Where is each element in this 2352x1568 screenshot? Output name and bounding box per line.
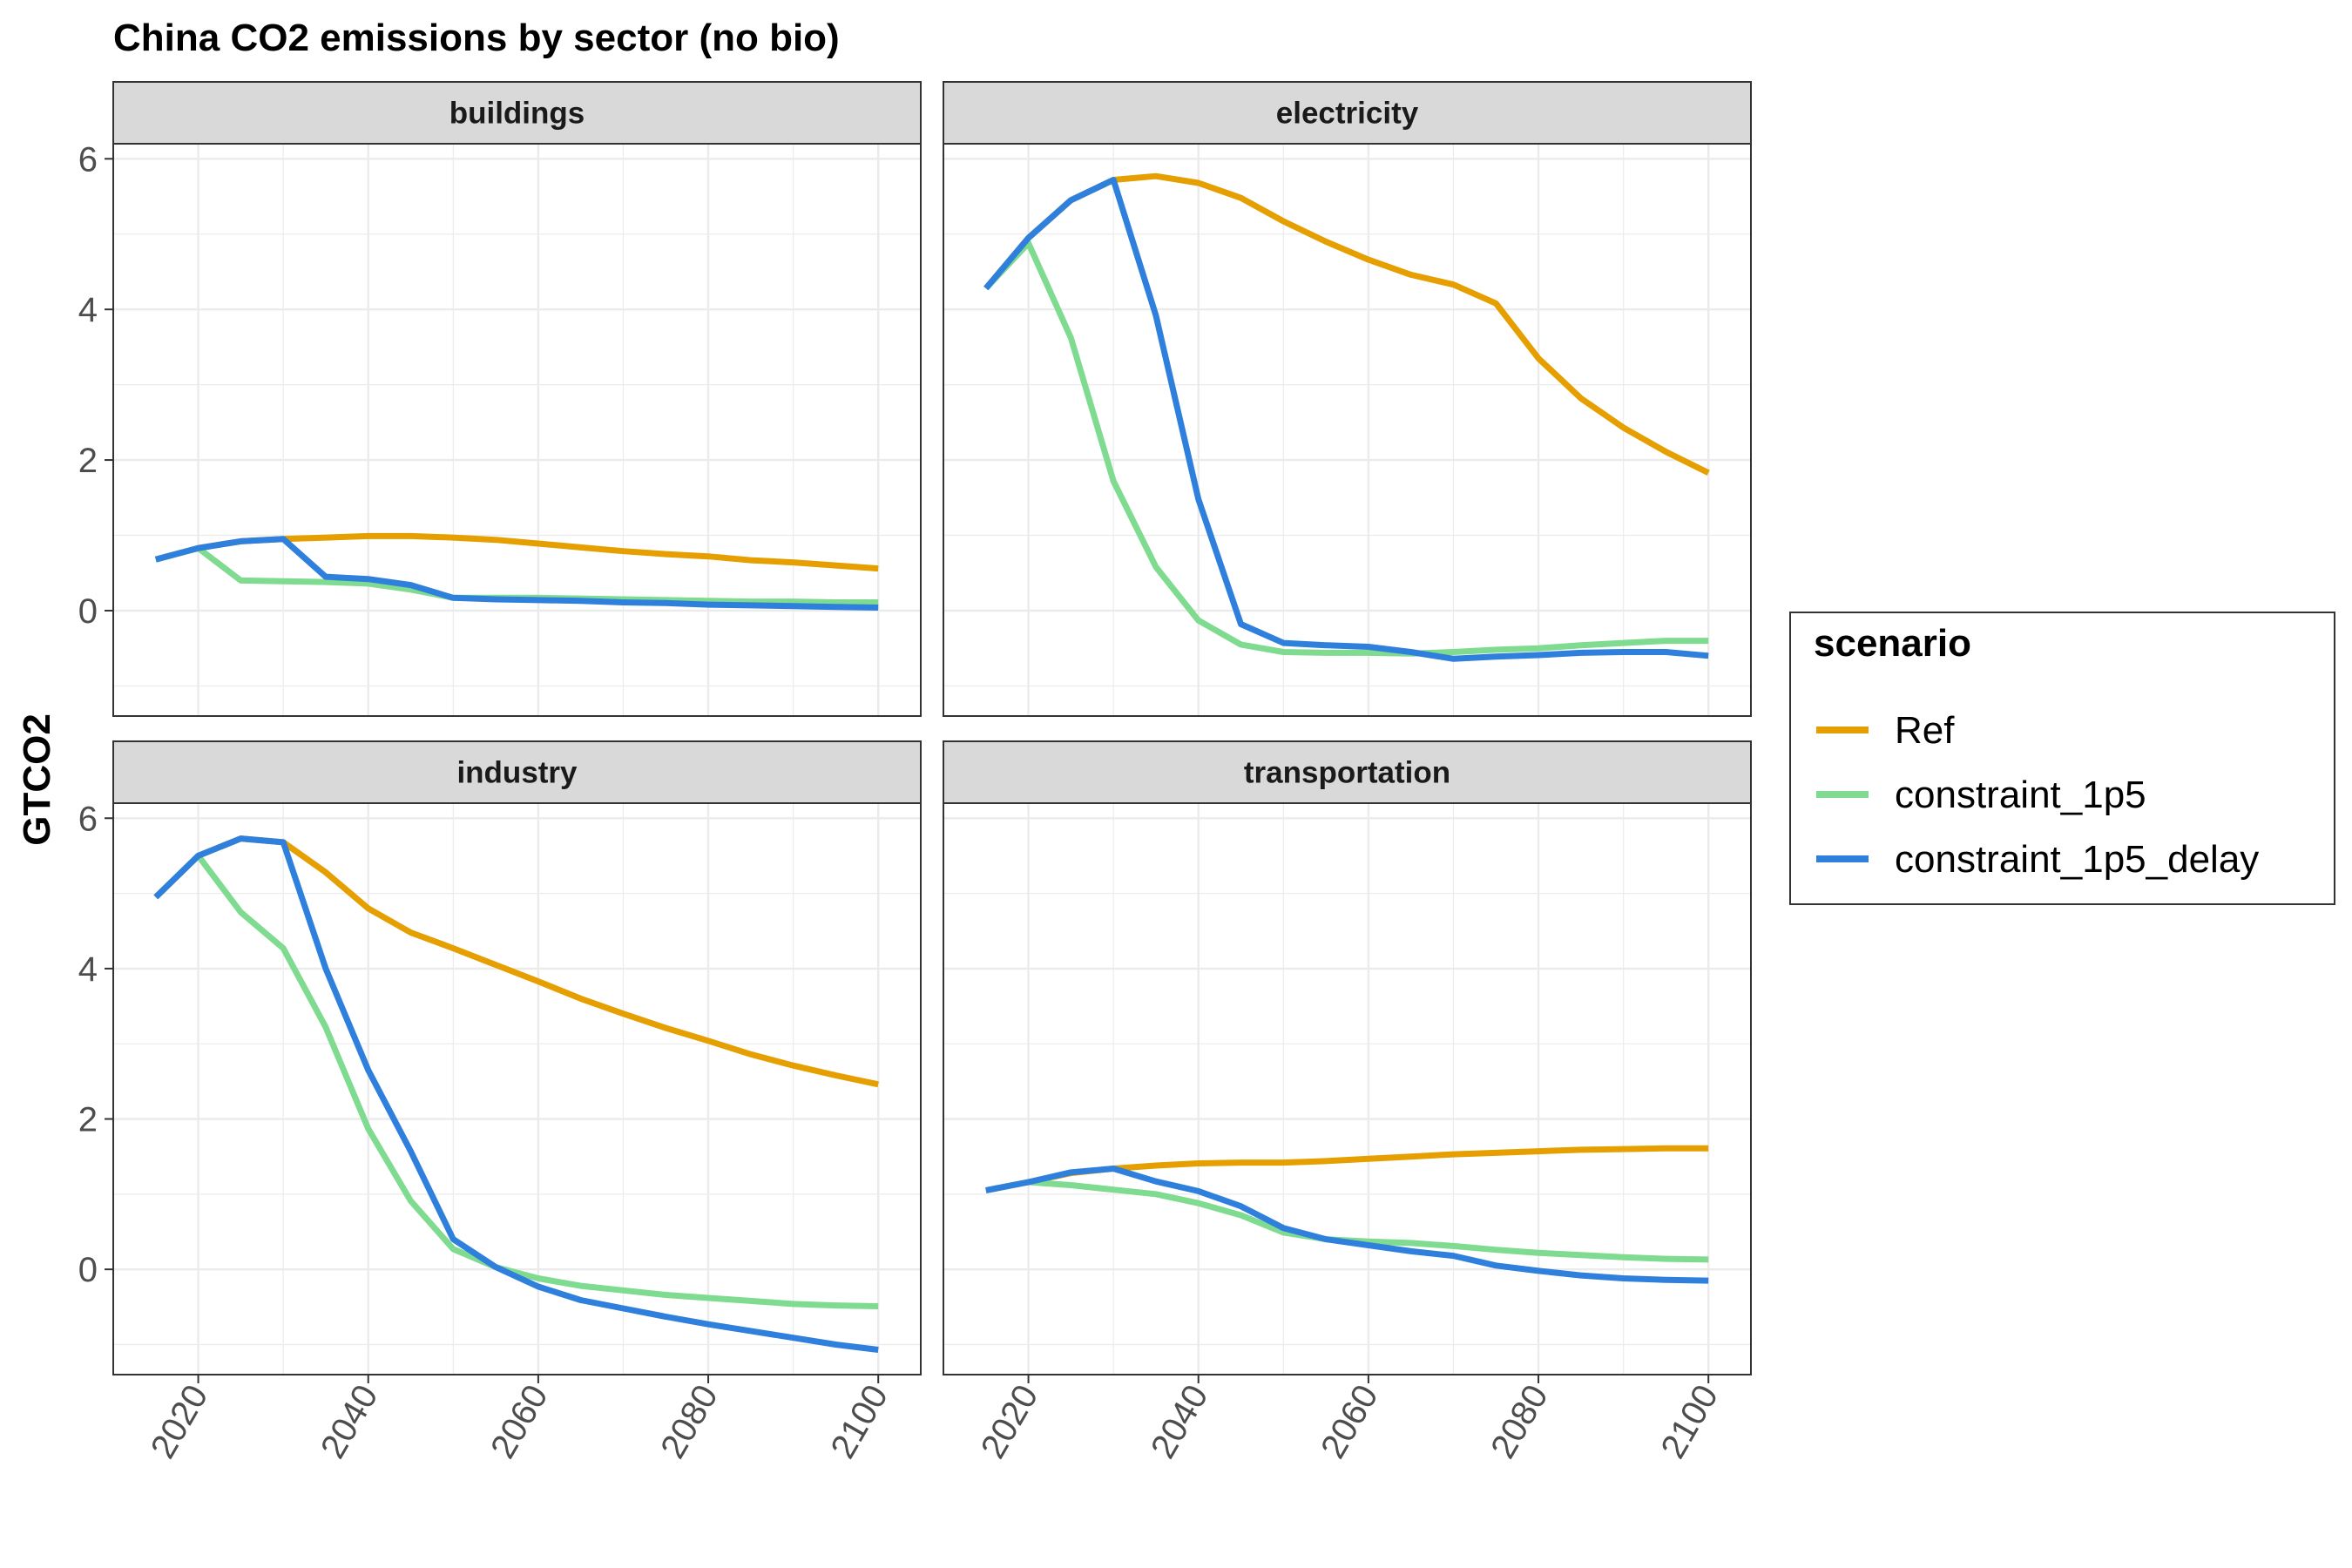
strip-transportation [943,740,1752,804]
panel-border-industry [112,802,922,1375]
legend-label-constraint-1p5-delay: constraint_1p5_delay [1895,838,2259,881]
plot-area-industry [113,803,921,1375]
strip-industry [112,740,922,804]
strip-label-buildings: buildings [449,97,585,131]
panel-buildings: buildings 0 2 4 6 [78,81,922,717]
x-tick-label: 2040 [1144,1379,1216,1465]
x-tick-label: 2100 [823,1379,896,1465]
panel-border-transportation [943,802,1752,1375]
plot-area-buildings [113,144,921,716]
grid-transportation [943,803,1751,1375]
strip-buildings [112,81,922,145]
x-tick-label: 2080 [653,1379,726,1465]
panel-electricity: electricity [943,81,1752,717]
x-tick-label: 2080 [1484,1379,1556,1465]
x-tick-label: 2040 [314,1379,386,1465]
panel-border-electricity [943,143,1752,717]
strip-label-industry: industry [456,756,578,790]
plot-area-transportation [943,803,1751,1375]
y-tick-label: 4 [78,291,98,329]
series-line-industry-constraint-1p5 [153,852,879,1309]
legend-title: scenario [1814,622,1971,665]
legend-label-constraint-1p5: constraint_1p5 [1895,774,2146,816]
y-tick-label: 2 [78,1101,98,1139]
panel-border-buildings [112,143,922,717]
x-tick-label: 2100 [1653,1378,1726,1464]
y-tick-label: 6 [78,800,98,838]
x-tick-label: 2060 [483,1379,556,1465]
y-tick-label: 4 [78,950,98,989]
strip-label-electricity: electricity [1276,97,1419,131]
y-axis-label: GTCO2 [16,713,58,846]
y-tick-label: 6 [78,140,98,179]
x-tick-label: 2020 [974,1379,1046,1465]
x-tick-label: 2020 [144,1379,216,1465]
y-tick-label: 0 [78,1251,98,1289]
series-line-electricity-constraint-1p5 [983,240,1709,657]
y-tick-label: 0 [78,592,98,631]
y-tick-label: 2 [78,442,98,480]
grid-industry [112,803,921,1375]
legend-label-ref: Ref [1895,709,1955,752]
panel-industry: industry 0 2 4 6 2020 2040 2060 2080 2100 [78,740,922,1465]
series-line-industry-constraint-1p5-delay [153,835,879,1353]
legend: scenario Ref constraint_1p5 constraint_1p5_… [1789,612,2335,905]
series-line-electricity-constraint-1p5-delay [983,177,1709,662]
legend-box [1789,612,2335,905]
panel-transportation: transportation 2020 2040 2060 2080 2100 [943,740,1752,1465]
series-line-transportation-constraint-1p5-delay [985,1166,1709,1284]
strip-label-transportation: transportation [1244,756,1450,790]
chart-title: China CO2 emissions by sector (no bio) [113,17,840,59]
facet-panels: buildings 0 2 4 6 electricity industry 0 2 4 6 2020… [78,81,1752,1465]
plot-area-electricity [943,144,1751,716]
series-line-buildings-constraint-1p5-delay [154,536,879,611]
x-tick-label: 2060 [1314,1379,1386,1465]
strip-electricity [943,81,1752,145]
